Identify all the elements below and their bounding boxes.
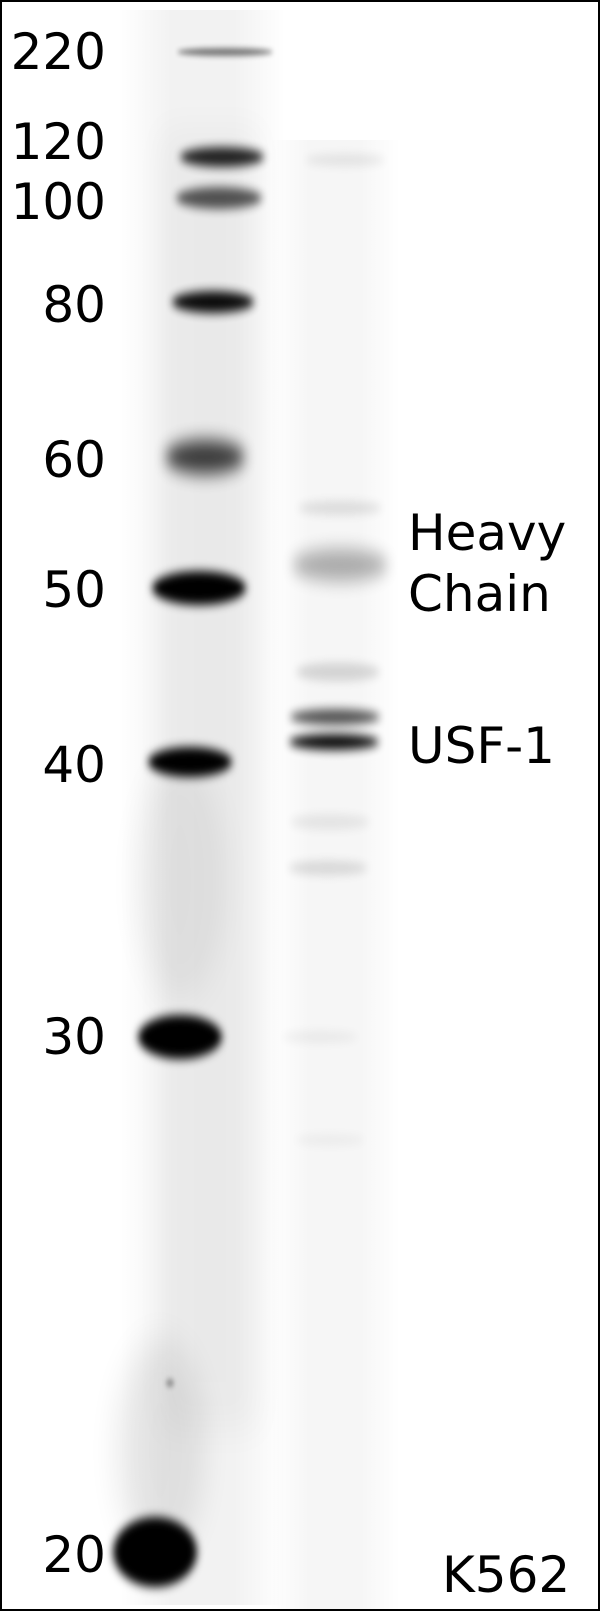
marker-band-60 [165, 440, 245, 474]
mw-label-60: 60 [42, 431, 106, 489]
marker-band-220 [177, 48, 273, 56]
marker-band-30 [138, 1015, 222, 1059]
usf1-band [289, 734, 379, 750]
mw-label-50: 50 [42, 561, 106, 619]
mw-label-220: 220 [10, 23, 106, 81]
mw-label-120: 120 [10, 113, 106, 171]
heavy-chain-label: Heavy Chain [408, 503, 566, 625]
marker-band-20 [113, 1517, 197, 1587]
mw-label-80: 80 [42, 276, 106, 334]
heavy-chain-label-line1: Heavy [408, 504, 567, 562]
marker-band-100 [176, 187, 262, 209]
mw-label-40: 40 [42, 736, 106, 794]
sample-lane [270, 140, 400, 1610]
heavy-chain-band [292, 549, 388, 581]
mw-label-30: 30 [42, 1008, 106, 1066]
mw-label-100: 100 [10, 173, 106, 231]
mw-label-20: 20 [42, 1526, 106, 1584]
marker-band-80 [172, 291, 254, 313]
usf1-label: USF-1 [408, 717, 555, 775]
heavy-chain-label-line2: Chain [408, 565, 551, 623]
marker-band-50 [152, 571, 246, 605]
marker-band-40 [148, 747, 232, 777]
marker-band-120 [180, 147, 264, 167]
cell-line-label: K562 [442, 1546, 571, 1604]
